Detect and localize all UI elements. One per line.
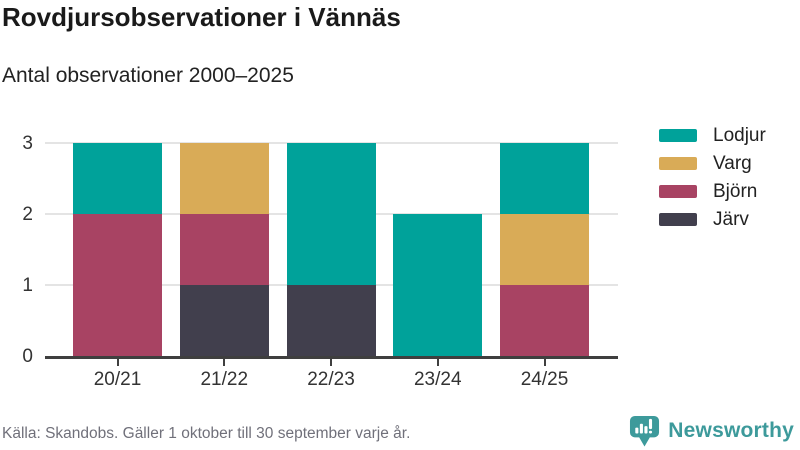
legend-label: Varg — [713, 153, 752, 174]
x-axis-tick-label: 24/25 — [520, 369, 569, 390]
legend-item-lodjur: Lodjur — [659, 125, 766, 146]
newsworthy-bubble-chart-icon — [629, 415, 660, 448]
x-axis-line — [45, 356, 618, 359]
chart-subtitle: Antal observationer 2000–2025 — [2, 64, 294, 87]
bar-segment-lodjur — [500, 143, 589, 214]
legend-item-jrv: Järv — [659, 209, 766, 230]
x-axis-tick — [330, 359, 332, 366]
x-axis-tick-label: 22/23 — [307, 369, 355, 390]
source-note: Källa: Skandobs. Gäller 1 oktober till 3… — [2, 425, 411, 442]
newsworthy-logo: Newsworthy — [629, 414, 794, 448]
bar-segment-varg — [500, 214, 589, 285]
legend-swatch — [659, 213, 697, 226]
bar-segment-björn — [179, 214, 269, 285]
legend-label: Lodjur — [713, 125, 766, 146]
legend-label: Björn — [713, 181, 758, 202]
legend-swatch — [659, 185, 697, 198]
x-axis-tick-label: 20/21 — [93, 369, 142, 390]
legend-swatch — [659, 129, 697, 142]
legend-label: Järv — [713, 209, 749, 230]
bar-segment-lodjur — [286, 143, 376, 285]
bar-segment-järv — [179, 285, 269, 356]
x-axis-tick-label: 23/24 — [413, 369, 462, 390]
x-axis-tick — [436, 359, 439, 366]
x-axis-tick — [223, 359, 226, 366]
bar-segment-björn — [500, 285, 589, 356]
page-title: Rovdjursobservationer i Vännäs — [2, 2, 401, 32]
bar-segment-björn — [73, 214, 162, 356]
legend-swatch — [659, 157, 697, 170]
y-axis-tick-label: 3 — [22, 133, 33, 154]
x-axis-tick — [543, 359, 546, 366]
x-axis-tick-label: 21/22 — [200, 369, 249, 390]
x-axis-tick — [116, 359, 119, 366]
bar-segment-varg — [179, 143, 269, 214]
y-axis-tick-label: 0 — [22, 346, 33, 367]
legend: Lodjur Varg Björn Järv — [659, 125, 766, 241]
y-axis-tick-label: 2 — [22, 204, 33, 225]
y-axis-tick-label: 1 — [22, 275, 33, 296]
legend-item-bjrn: Björn — [659, 181, 766, 202]
newsworthy-wordmark: Newsworthy — [668, 419, 794, 442]
bar-segment-lodjur — [393, 214, 483, 356]
bar-segment-järv — [286, 285, 376, 356]
legend-item-varg: Varg — [659, 153, 766, 174]
bar-segment-lodjur — [73, 143, 162, 214]
